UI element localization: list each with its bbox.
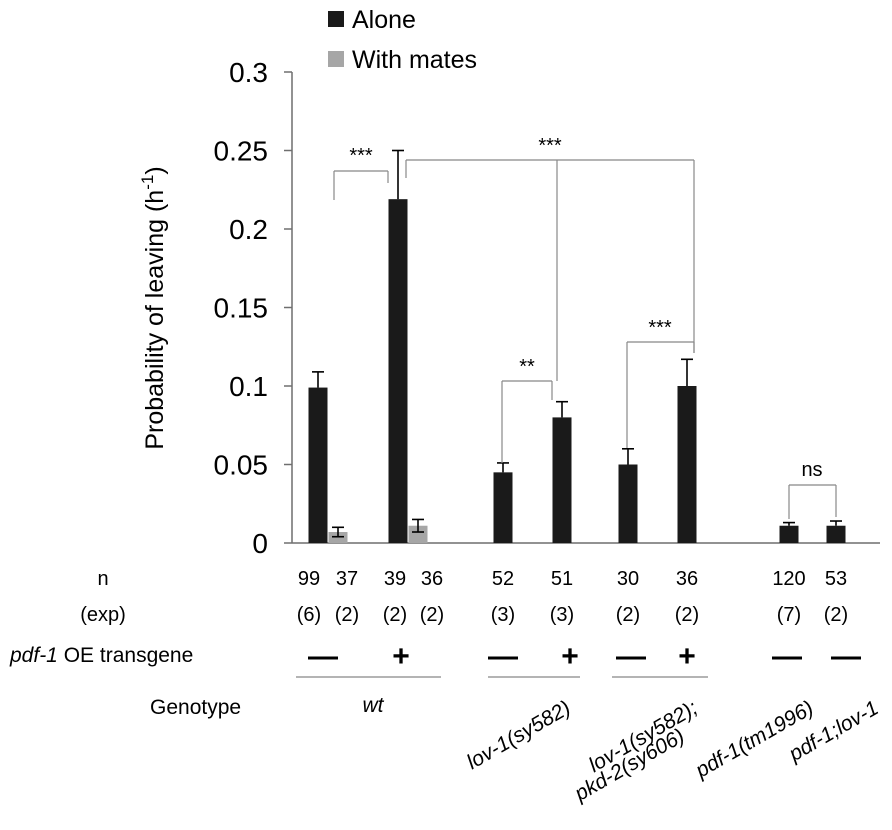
y-axis: 0 0.05 0.1 0.15 0.2 0.25 0.3 [214,57,880,559]
n-count: 120 [772,568,805,590]
transgene-sign: — [772,640,802,673]
bar-alone [779,525,799,543]
transgene-sign: + [678,640,696,673]
bar-alone [388,199,408,544]
n-count: 99 [298,568,320,590]
significance-label: ns [801,459,822,481]
bar-alone [618,464,638,543]
bar-alone [677,386,697,543]
y-tick-label: 0 [252,528,268,559]
y-axis-label-superscript: -1 [138,175,157,190]
transgene-sign: — [308,640,338,673]
y-tick-label: 0.15 [214,293,269,324]
transgene-sign: + [561,640,579,673]
sample-size-rows: 99 (6) 37 (2) 39 (2) 36 (2) 52 (3) 51 (3) 30 (2) 36 (2)… [297,568,848,626]
exp-count: (2) [335,604,359,626]
transgene-row-label: pdf-1 OE transgene [9,644,193,667]
n-count: 37 [336,568,358,590]
exp-count: (2) [420,604,444,626]
n-count: 39 [384,568,406,590]
bar-alone [552,417,572,543]
bar-alone [493,472,513,543]
legend-swatch-alone [328,11,344,27]
n-count: 30 [617,568,639,590]
exp-count: (7) [777,604,801,626]
exp-row-label: (exp) [80,604,126,626]
legend-label-with-mates: With mates [352,46,477,74]
exp-count: (2) [383,604,407,626]
plot-area [308,149,846,544]
transgene-sign: — [616,640,646,673]
significance-label: ** [519,356,535,378]
legend-swatch-with-mates [328,51,344,67]
exp-count: (3) [550,604,574,626]
exp-count: (3) [491,604,515,626]
exp-count: (2) [675,604,699,626]
n-count: 51 [551,568,573,590]
y-axis-label: Probability of leaving (h-1) [138,166,169,449]
bar-with-mates [408,525,428,543]
legend: Alone With mates [328,6,477,74]
n-count: 36 [421,568,443,590]
y-tick-label: 0.1 [229,371,268,402]
significance-label: *** [538,135,562,157]
transgene-sign: + [392,640,410,673]
bar-alone [826,525,846,543]
significance-label: *** [648,317,672,339]
bar-alone [308,387,328,543]
significance-label: *** [349,145,373,167]
exp-count: (2) [616,604,640,626]
exp-count: (2) [824,604,848,626]
significance-brackets: *** ********ns [333,135,837,519]
genotype-label: lov-1(sy582) [463,696,575,774]
n-count: 53 [825,568,847,590]
n-count: 36 [676,568,698,590]
y-axis-label-text: Probability of leaving (h [141,190,169,450]
legend-label-alone: Alone [352,6,416,34]
y-tick-label: 0.25 [214,136,269,167]
n-row-label: n [97,568,108,590]
transgene-gene-name: pdf-1 [9,644,58,667]
y-tick-label: 0.05 [214,450,269,481]
transgene-sign: — [488,640,518,673]
genotype-label: wt [363,694,385,717]
y-tick-label: 0.3 [229,57,268,88]
genotype-row-label: Genotype [150,696,241,719]
exp-count: (6) [297,604,321,626]
transgene-signs: — + — + — + — — [308,640,861,673]
genotype-labels: wt lov-1(sy582) lov-1(sy582);pkd-2(sy606) p… [296,676,883,806]
y-axis-label-close: ) [141,166,169,174]
n-count: 52 [492,568,514,590]
y-tick-label: 0.2 [229,214,268,245]
transgene-label-rest: OE transgene [58,644,193,667]
transgene-sign: — [831,640,861,673]
